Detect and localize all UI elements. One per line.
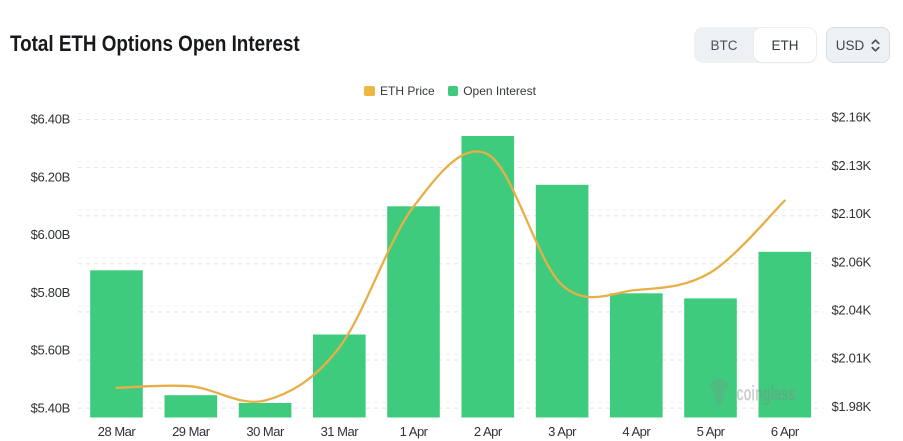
svg-text:$5.80B: $5.80B: [31, 285, 70, 300]
svg-text:4 Apr: 4 Apr: [622, 424, 651, 439]
svg-text:30 Mar: 30 Mar: [246, 424, 285, 439]
svg-text:$5.40B: $5.40B: [31, 400, 70, 415]
svg-text:29 Mar: 29 Mar: [172, 424, 211, 439]
svg-text:$2.06K: $2.06K: [832, 254, 872, 269]
svg-text:3 Apr: 3 Apr: [548, 424, 577, 439]
svg-text:1 Apr: 1 Apr: [400, 424, 429, 439]
svg-text:28 Mar: 28 Mar: [98, 424, 137, 439]
svg-text:$6.40B: $6.40B: [31, 112, 70, 127]
svg-text:coinglass: coinglass: [737, 381, 796, 405]
svg-text:31 Mar: 31 Mar: [321, 424, 360, 439]
svg-text:$2.10K: $2.10K: [832, 206, 872, 221]
svg-text:$2.16K: $2.16K: [832, 110, 872, 125]
svg-text:$5.60B: $5.60B: [31, 343, 70, 358]
svg-text:$2.04K: $2.04K: [832, 303, 872, 318]
svg-text:$2.13K: $2.13K: [832, 158, 872, 173]
svg-text:$6.00B: $6.00B: [31, 227, 70, 242]
svg-text:$1.98K: $1.98K: [832, 399, 872, 414]
svg-text:5 Apr: 5 Apr: [697, 424, 726, 439]
svg-text:$2.01K: $2.01K: [832, 351, 872, 366]
svg-text:6 Apr: 6 Apr: [771, 424, 800, 439]
svg-text:2 Apr: 2 Apr: [474, 424, 503, 439]
svg-text:$6.20B: $6.20B: [31, 169, 70, 184]
